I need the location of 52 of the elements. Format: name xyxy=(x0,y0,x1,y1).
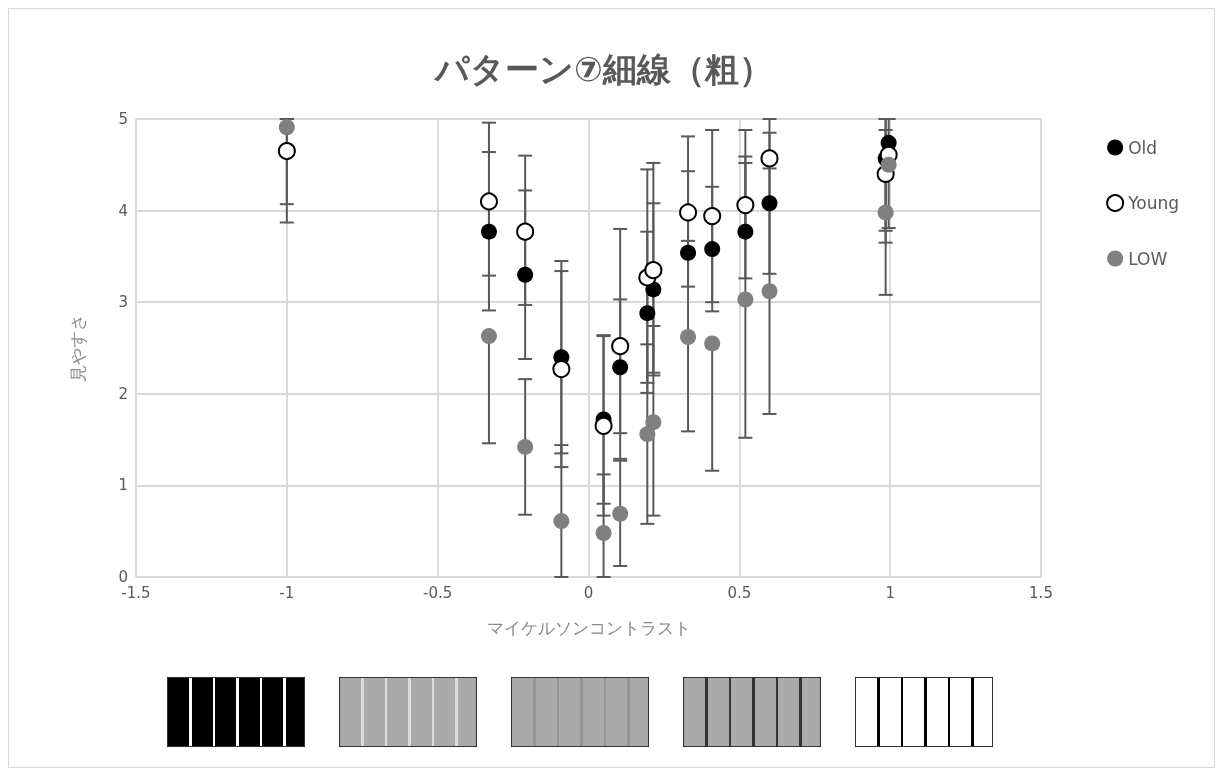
legend-label: LOW xyxy=(1128,248,1168,269)
y-tick-label: 2 xyxy=(118,384,128,403)
point xyxy=(611,337,630,356)
y-tick-label: 3 xyxy=(118,293,128,312)
point xyxy=(679,203,698,222)
point xyxy=(760,149,779,168)
point xyxy=(680,329,697,345)
point xyxy=(880,156,897,173)
point xyxy=(278,119,295,136)
x-tick-label: 0 xyxy=(583,583,594,602)
point xyxy=(595,525,612,542)
point xyxy=(480,328,497,345)
point xyxy=(736,196,755,215)
legend-label: Old xyxy=(1128,137,1158,158)
y-axis-title: 見やすさ xyxy=(67,314,88,382)
x-tick-label: -0.5 xyxy=(423,583,453,602)
x-axis-title: マイケルソンコントラスト xyxy=(486,617,691,638)
point xyxy=(761,195,778,212)
y-tick-label: 0 xyxy=(118,568,128,586)
x-tick-label: -1 xyxy=(279,583,295,602)
point xyxy=(761,283,778,300)
point xyxy=(737,223,754,240)
point xyxy=(277,142,296,161)
point xyxy=(639,426,656,443)
legend-label: Young xyxy=(1127,193,1180,213)
point xyxy=(612,359,629,376)
point xyxy=(517,438,534,455)
point xyxy=(737,291,754,308)
chart-title: パターン⑦細線（粗） xyxy=(433,49,773,89)
x-tick-label: -1.5 xyxy=(121,583,151,602)
point xyxy=(704,335,721,352)
point xyxy=(479,192,498,211)
point xyxy=(639,305,656,322)
y-tick-label: 1 xyxy=(118,476,128,495)
x-tick-label: 1.5 xyxy=(1029,583,1053,602)
point xyxy=(552,360,571,379)
point xyxy=(516,222,535,241)
point xyxy=(877,204,894,221)
point xyxy=(480,223,497,240)
point xyxy=(553,513,570,530)
point xyxy=(644,261,663,280)
y-tick-label: 4 xyxy=(118,201,128,220)
x-tick-label: 0.5 xyxy=(727,583,752,602)
point xyxy=(680,244,697,261)
point xyxy=(703,207,722,226)
point xyxy=(612,505,629,522)
x-tick-label: 1 xyxy=(885,583,895,602)
y-tick-label: 5 xyxy=(118,110,128,128)
point xyxy=(645,414,662,431)
point xyxy=(594,416,613,435)
point xyxy=(704,241,721,258)
point xyxy=(517,266,534,283)
